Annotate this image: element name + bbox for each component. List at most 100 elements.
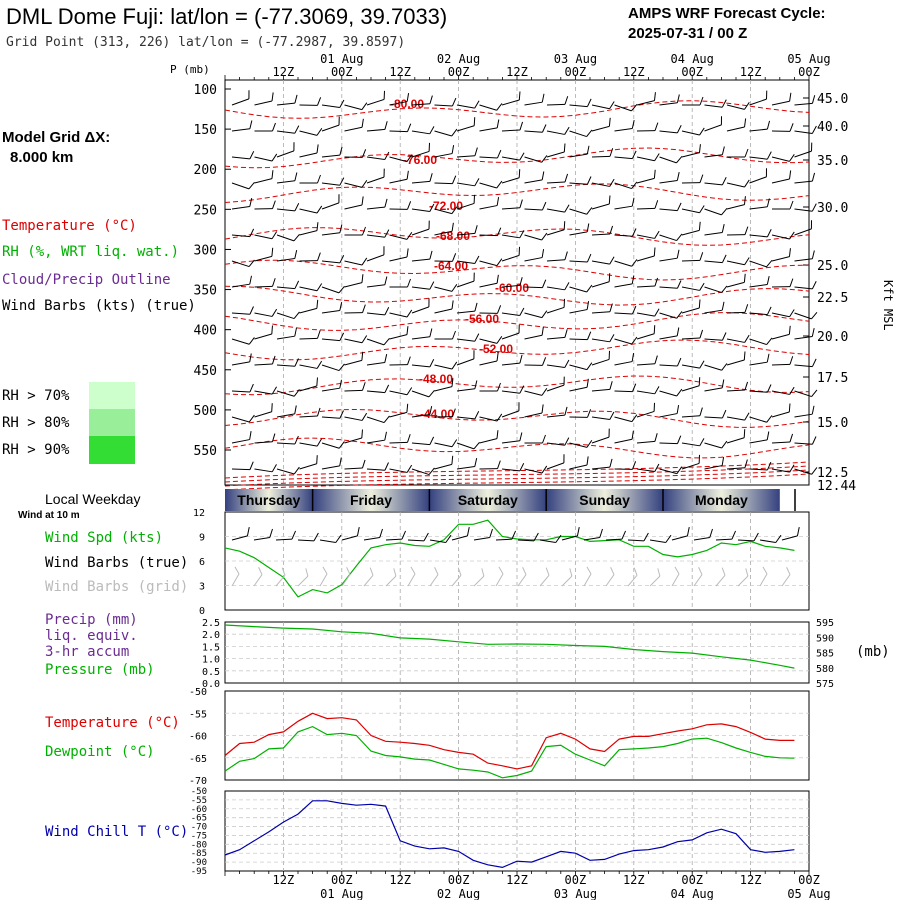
wind-barb <box>501 432 523 444</box>
barb-flag <box>248 181 255 190</box>
barb-shaft <box>297 539 315 542</box>
barb-flag <box>429 436 435 445</box>
barb-shaft <box>659 364 678 367</box>
legend-dewpoint: Dewpoint (°C) <box>45 744 155 760</box>
barb-flag <box>335 534 342 543</box>
barb-flag <box>361 118 364 128</box>
wind-barb <box>771 154 795 162</box>
isotherm-line <box>224 100 810 119</box>
barb-shaft <box>524 234 542 241</box>
barb-flag <box>406 93 410 102</box>
barb-flag <box>451 128 458 137</box>
wind-barb <box>389 170 409 184</box>
wind-barb <box>524 434 546 444</box>
height-tick-label: 12.5 <box>817 466 848 481</box>
barb-shaft <box>524 390 543 396</box>
top-hour-label: 12Z <box>506 65 528 79</box>
barb-shaft <box>704 260 723 264</box>
wind-barb <box>434 145 455 158</box>
barb-flag <box>248 337 255 345</box>
wind-barb <box>501 324 520 340</box>
barb-shaft <box>591 125 610 132</box>
barb-flag <box>406 232 413 240</box>
surface-wind-barb <box>583 528 603 541</box>
wind-barb <box>704 99 727 108</box>
height-tick-label: 20.0 <box>817 330 848 345</box>
wind-barb <box>321 99 345 109</box>
barb-shaft <box>591 104 610 110</box>
barb-shaft <box>344 467 363 470</box>
barb-shaft <box>231 312 250 315</box>
barb-shaft <box>614 438 633 444</box>
wind-barb <box>501 91 521 106</box>
barb-shaft <box>389 411 408 418</box>
barb-flag <box>564 406 568 416</box>
barb-shaft <box>389 312 408 318</box>
barb-flag <box>811 250 815 259</box>
surface-wind-barb <box>385 530 407 541</box>
wind-barb <box>299 283 323 292</box>
barb-flag <box>766 353 770 363</box>
barb-flag <box>406 309 413 318</box>
barb-shaft <box>524 208 543 211</box>
grid-wind-barb <box>473 568 485 587</box>
barb-shaft <box>411 468 430 476</box>
barb-shaft <box>344 104 363 111</box>
barb-shaft <box>771 256 790 262</box>
isotherm-line <box>224 227 810 246</box>
barb-flag <box>384 354 388 363</box>
wind-barb <box>299 144 319 158</box>
barb-shaft <box>479 104 497 111</box>
barb-flag <box>653 247 656 257</box>
barb-shaft <box>276 442 296 445</box>
barb-shaft <box>456 125 475 132</box>
barb-shaft <box>479 205 498 210</box>
wind-barb <box>366 415 390 424</box>
wind-barb <box>636 402 655 418</box>
wind-barb <box>299 252 321 262</box>
barb-flag <box>249 383 254 393</box>
wind-barb <box>321 194 340 210</box>
barb-shaft <box>501 468 520 472</box>
barb-shaft <box>366 176 385 184</box>
wind-barb <box>434 128 458 137</box>
barb-flag <box>362 304 366 313</box>
barb-flag <box>271 386 278 395</box>
barb-shaft <box>759 539 776 543</box>
barb-flag <box>586 301 590 310</box>
barb-shaft <box>681 307 700 314</box>
wind-barb <box>546 298 565 314</box>
surface-wind-barb <box>671 526 690 541</box>
wind-barb <box>749 337 773 346</box>
barb-shaft <box>704 442 722 449</box>
wind-barb <box>749 306 772 316</box>
bottom-hour-label: 12Z <box>740 873 762 887</box>
barb-flag <box>316 407 321 417</box>
barb-flag <box>497 382 501 392</box>
top-hour-label: 12Z <box>389 65 411 79</box>
barb-flag <box>699 205 705 214</box>
barb-flag <box>653 325 656 334</box>
barb-shaft <box>561 575 573 587</box>
surface-wind-barb <box>627 532 649 542</box>
barb-flag <box>766 120 771 130</box>
barb-flag <box>406 170 409 180</box>
barb-flag <box>576 526 580 536</box>
barb-shaft <box>569 130 587 138</box>
barb-shaft <box>299 230 318 236</box>
barb-shaft <box>411 228 430 236</box>
chill-panel: -50-55-60-65-70-75-80-85-90-95 <box>191 787 809 877</box>
barb-shaft <box>591 155 611 158</box>
temp-tick-label: -65 <box>189 754 207 765</box>
wind-barb <box>254 92 274 106</box>
barb-flag <box>541 310 548 318</box>
wind-barb <box>434 175 457 185</box>
wind-barb <box>569 331 592 341</box>
barb-shaft <box>524 334 543 340</box>
height-tick-label: 22.5 <box>817 291 848 306</box>
barb-shaft <box>321 338 340 342</box>
barb-flag <box>474 380 478 389</box>
barb-flag <box>519 354 523 364</box>
wind-barb <box>366 276 388 288</box>
grid-wind-barb <box>275 567 286 587</box>
